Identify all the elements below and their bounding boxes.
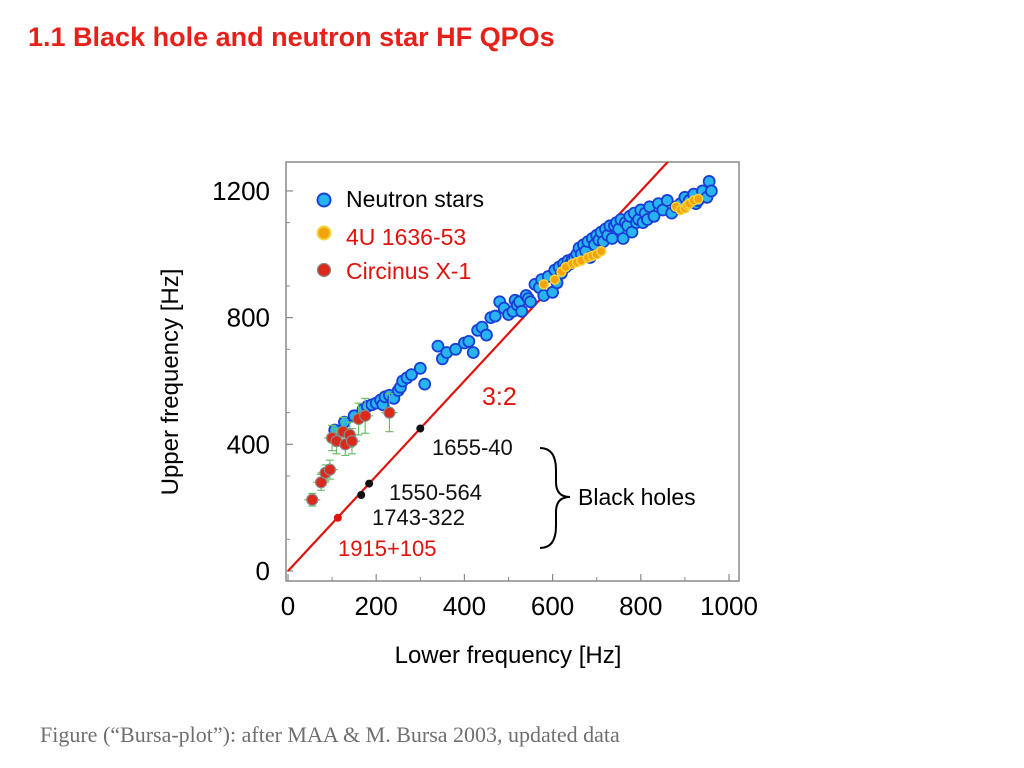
point-4u-1636-53: [538, 279, 550, 290]
circinus-x-1-point: [323, 463, 336, 476]
neutron-star-point: [449, 342, 462, 356]
black-hole-label: 1655-40: [432, 435, 513, 460]
x-tick-label: 600: [531, 591, 574, 621]
neutron-star-point: [704, 184, 718, 198]
neutron-star-point: [524, 295, 537, 309]
black-hole-point: [365, 479, 374, 488]
circinus-x-1-point: [383, 406, 396, 419]
figure-caption: Figure (“Bursa-plot”): after MAA & M. Bu…: [40, 722, 620, 747]
y-tick-label: 800: [227, 303, 270, 333]
point-4u-1636-53: [692, 193, 704, 205]
neutron-star-point: [405, 368, 418, 382]
black-hole-label: 1550-564: [389, 480, 482, 505]
neutron-star-point: [660, 194, 674, 207]
neutron-star-point: [431, 339, 445, 353]
legend-circinus-label: Circinus X-1: [346, 258, 471, 284]
x-tick-label: 0: [281, 591, 295, 621]
y-tick-label: 0: [256, 556, 270, 586]
point-4u-1636-53: [595, 245, 607, 257]
slide-title: 1.1 Black hole and neutron star HF QPOs: [28, 22, 555, 52]
legend: Neutron stars 4U 1636-53 Circinus X-1: [316, 186, 484, 284]
neutron-star-point: [466, 346, 480, 359]
y-tick-label: 1200: [212, 176, 270, 206]
x-tick-label: 200: [355, 591, 398, 621]
legend-4u-1636-53-label: 4U 1636-53: [346, 224, 466, 250]
y-tick-label: 400: [227, 429, 270, 459]
legend-circinus-marker: [316, 262, 332, 278]
neutron-star-point: [616, 232, 630, 245]
neutron-star-point: [488, 309, 502, 323]
circinus-x-1-point: [359, 409, 372, 422]
legend-neutron-star-marker: [316, 192, 332, 208]
legend-neutron-stars-label: Neutron stars: [346, 186, 484, 212]
legend-4u-1636-53-marker: [316, 225, 332, 241]
neutron-star-point: [413, 361, 427, 375]
black-hole-point: [357, 490, 366, 499]
neutron-star-point: [515, 304, 529, 318]
circinus-x-1-point: [306, 493, 319, 506]
x-tick-label: 800: [619, 591, 662, 621]
y-axis-label: Upper frequency [Hz]: [157, 269, 184, 496]
black-holes-brace: [539, 447, 571, 549]
ratio-label: 3:2: [482, 383, 517, 411]
ratio-line-extension: [680, 124, 702, 148]
black-hole-point: [333, 513, 342, 522]
black-holes-group-label: Black holes: [578, 484, 696, 510]
black-hole-label: 1743-322: [372, 505, 465, 530]
ticks-layer: 0 200 400 600 800 1000 0 400 800 1200: [212, 176, 758, 621]
neutron-star-point: [462, 334, 476, 348]
neutron-star-point: [480, 328, 493, 342]
neutron-star-point: [647, 209, 661, 223]
plot-frame: [285, 161, 740, 582]
x-axis-label: Lower frequency [Hz]: [395, 642, 622, 669]
points-layer: [304, 175, 718, 507]
x-tick-label: 400: [443, 591, 486, 621]
x-tick-label: 1000: [700, 591, 758, 621]
circinus-x-1-point: [345, 435, 359, 448]
neutron-star-point: [418, 377, 432, 391]
point-4u-1636-53: [549, 274, 561, 285]
black-hole-point: [416, 424, 425, 433]
black-hole-label: 1915+105: [338, 536, 437, 561]
